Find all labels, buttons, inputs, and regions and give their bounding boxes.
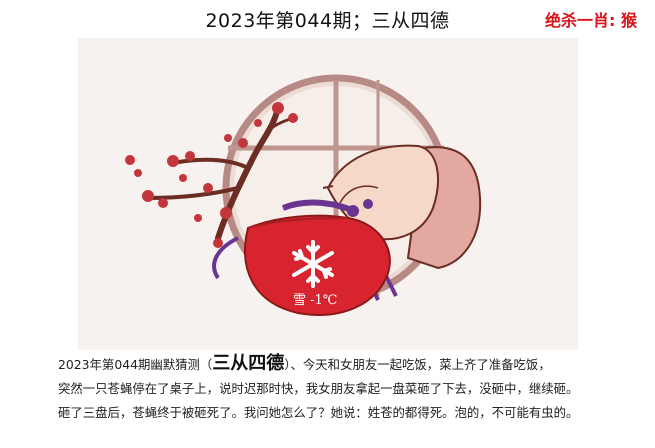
- riddle-answer: 三从四德: [212, 353, 285, 374]
- plum-blossom-branch-icon: [125, 102, 298, 248]
- snow-label: 雪 -1℃: [293, 293, 337, 308]
- page-title: 2023年第044期；三从四德: [205, 10, 450, 32]
- caption-line-2: 突然一只苍蝇停在了桌子上，说时迟那时快，我女朋友拿起一盘菜砸了下去，没砸中，继续…: [58, 381, 579, 396]
- caption-suffix: ）、今天和女朋友一起吃饭，菜上齐了准备吃饭，: [284, 357, 551, 372]
- caption-line-3: 砸了三盘后，苍蝇终于被砸死了。我问她怎么了？她说：姓苍的都得死。泡的，不可能有虫…: [58, 405, 579, 420]
- zodiac-tag: 绝杀一肖: 猴: [545, 11, 637, 30]
- illustration: 雪 -1℃: [78, 38, 578, 350]
- caption-prefix: 2023年第044期幽默猜测（: [58, 357, 213, 372]
- riddle-caption: 2023年第044期幽默猜测（三从四德）、今天和女朋友一起吃饭，菜上齐了准备吃饭…: [58, 352, 648, 425]
- header: 2023年第044期；三从四德 绝杀一肖: 猴: [0, 0, 655, 36]
- snowflake-icon: [292, 240, 334, 288]
- caption-line-1: 2023年第044期幽默猜测（三从四德）、今天和女朋友一起吃饭，菜上齐了准备吃饭…: [58, 352, 648, 377]
